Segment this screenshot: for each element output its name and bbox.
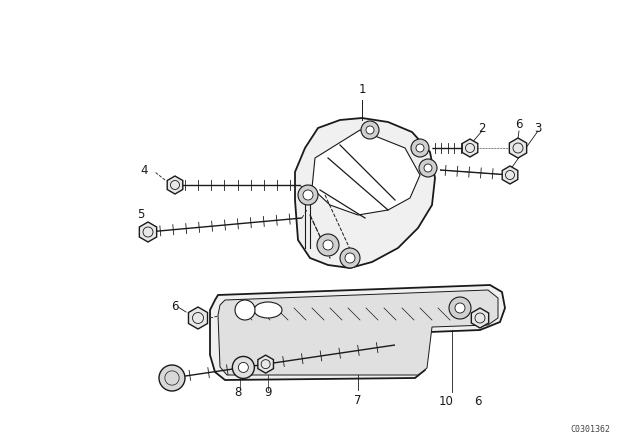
Circle shape (238, 362, 248, 372)
Polygon shape (462, 139, 478, 157)
Circle shape (449, 297, 471, 319)
Text: 7: 7 (355, 394, 362, 407)
Circle shape (416, 144, 424, 152)
Polygon shape (295, 118, 435, 268)
Text: 6: 6 (172, 301, 179, 314)
Polygon shape (471, 308, 489, 328)
Circle shape (323, 240, 333, 250)
Circle shape (455, 303, 465, 313)
Polygon shape (258, 355, 273, 373)
Text: 3: 3 (534, 121, 541, 134)
Text: 10: 10 (438, 395, 453, 408)
Text: 6: 6 (515, 119, 523, 132)
Circle shape (235, 300, 255, 320)
Polygon shape (502, 166, 518, 184)
Circle shape (232, 357, 254, 379)
Circle shape (411, 139, 429, 157)
Circle shape (366, 126, 374, 134)
Ellipse shape (254, 302, 282, 318)
Polygon shape (210, 285, 505, 380)
Circle shape (159, 365, 185, 391)
Polygon shape (509, 138, 527, 158)
Circle shape (298, 185, 318, 205)
Text: 1: 1 (358, 83, 365, 96)
Text: 2: 2 (478, 121, 486, 134)
Circle shape (340, 248, 360, 268)
Polygon shape (167, 176, 183, 194)
Circle shape (345, 253, 355, 263)
Text: 4: 4 (141, 164, 148, 177)
Circle shape (361, 121, 379, 139)
Circle shape (303, 190, 313, 200)
Circle shape (419, 159, 437, 177)
Circle shape (317, 234, 339, 256)
Polygon shape (312, 130, 420, 215)
Circle shape (424, 164, 432, 172)
Text: 9: 9 (264, 387, 271, 400)
Polygon shape (188, 307, 207, 329)
Text: C0301362: C0301362 (570, 426, 610, 435)
Text: 5: 5 (138, 208, 145, 221)
Text: 6: 6 (474, 395, 482, 408)
Text: 8: 8 (235, 387, 242, 400)
Polygon shape (218, 290, 498, 375)
Polygon shape (140, 222, 157, 242)
